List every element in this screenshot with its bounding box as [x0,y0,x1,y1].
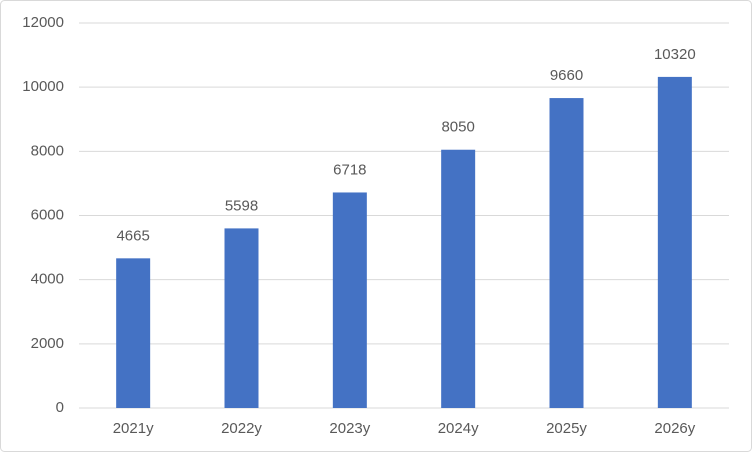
bar [441,149,476,408]
bar [332,192,367,408]
y-tick-label: 10000 [22,78,64,95]
x-tick-label: 2021y [113,420,154,437]
bar [224,228,259,408]
data-label: 9660 [550,67,583,84]
data-label: 4665 [116,227,149,244]
y-tick-label: 8000 [31,142,64,159]
x-tick-label: 2025y [546,420,587,437]
bar [116,258,151,408]
data-label: 6718 [333,161,366,178]
bar [657,76,692,409]
x-tick-label: 2022y [221,420,262,437]
y-tick-label: 4000 [31,271,64,288]
y-tick-label: 0 [56,399,64,416]
y-tick-label: 6000 [31,206,64,223]
x-tick-label: 2024y [438,420,479,437]
data-label: 8050 [441,119,474,136]
data-label: 10320 [654,46,696,63]
y-tick-label: 2000 [31,335,64,352]
x-tick-label: 2026y [654,420,695,437]
x-tick-label: 2023y [329,420,370,437]
data-label: 5598 [225,197,258,214]
bar [549,98,584,408]
y-tick-label: 12000 [22,14,64,31]
